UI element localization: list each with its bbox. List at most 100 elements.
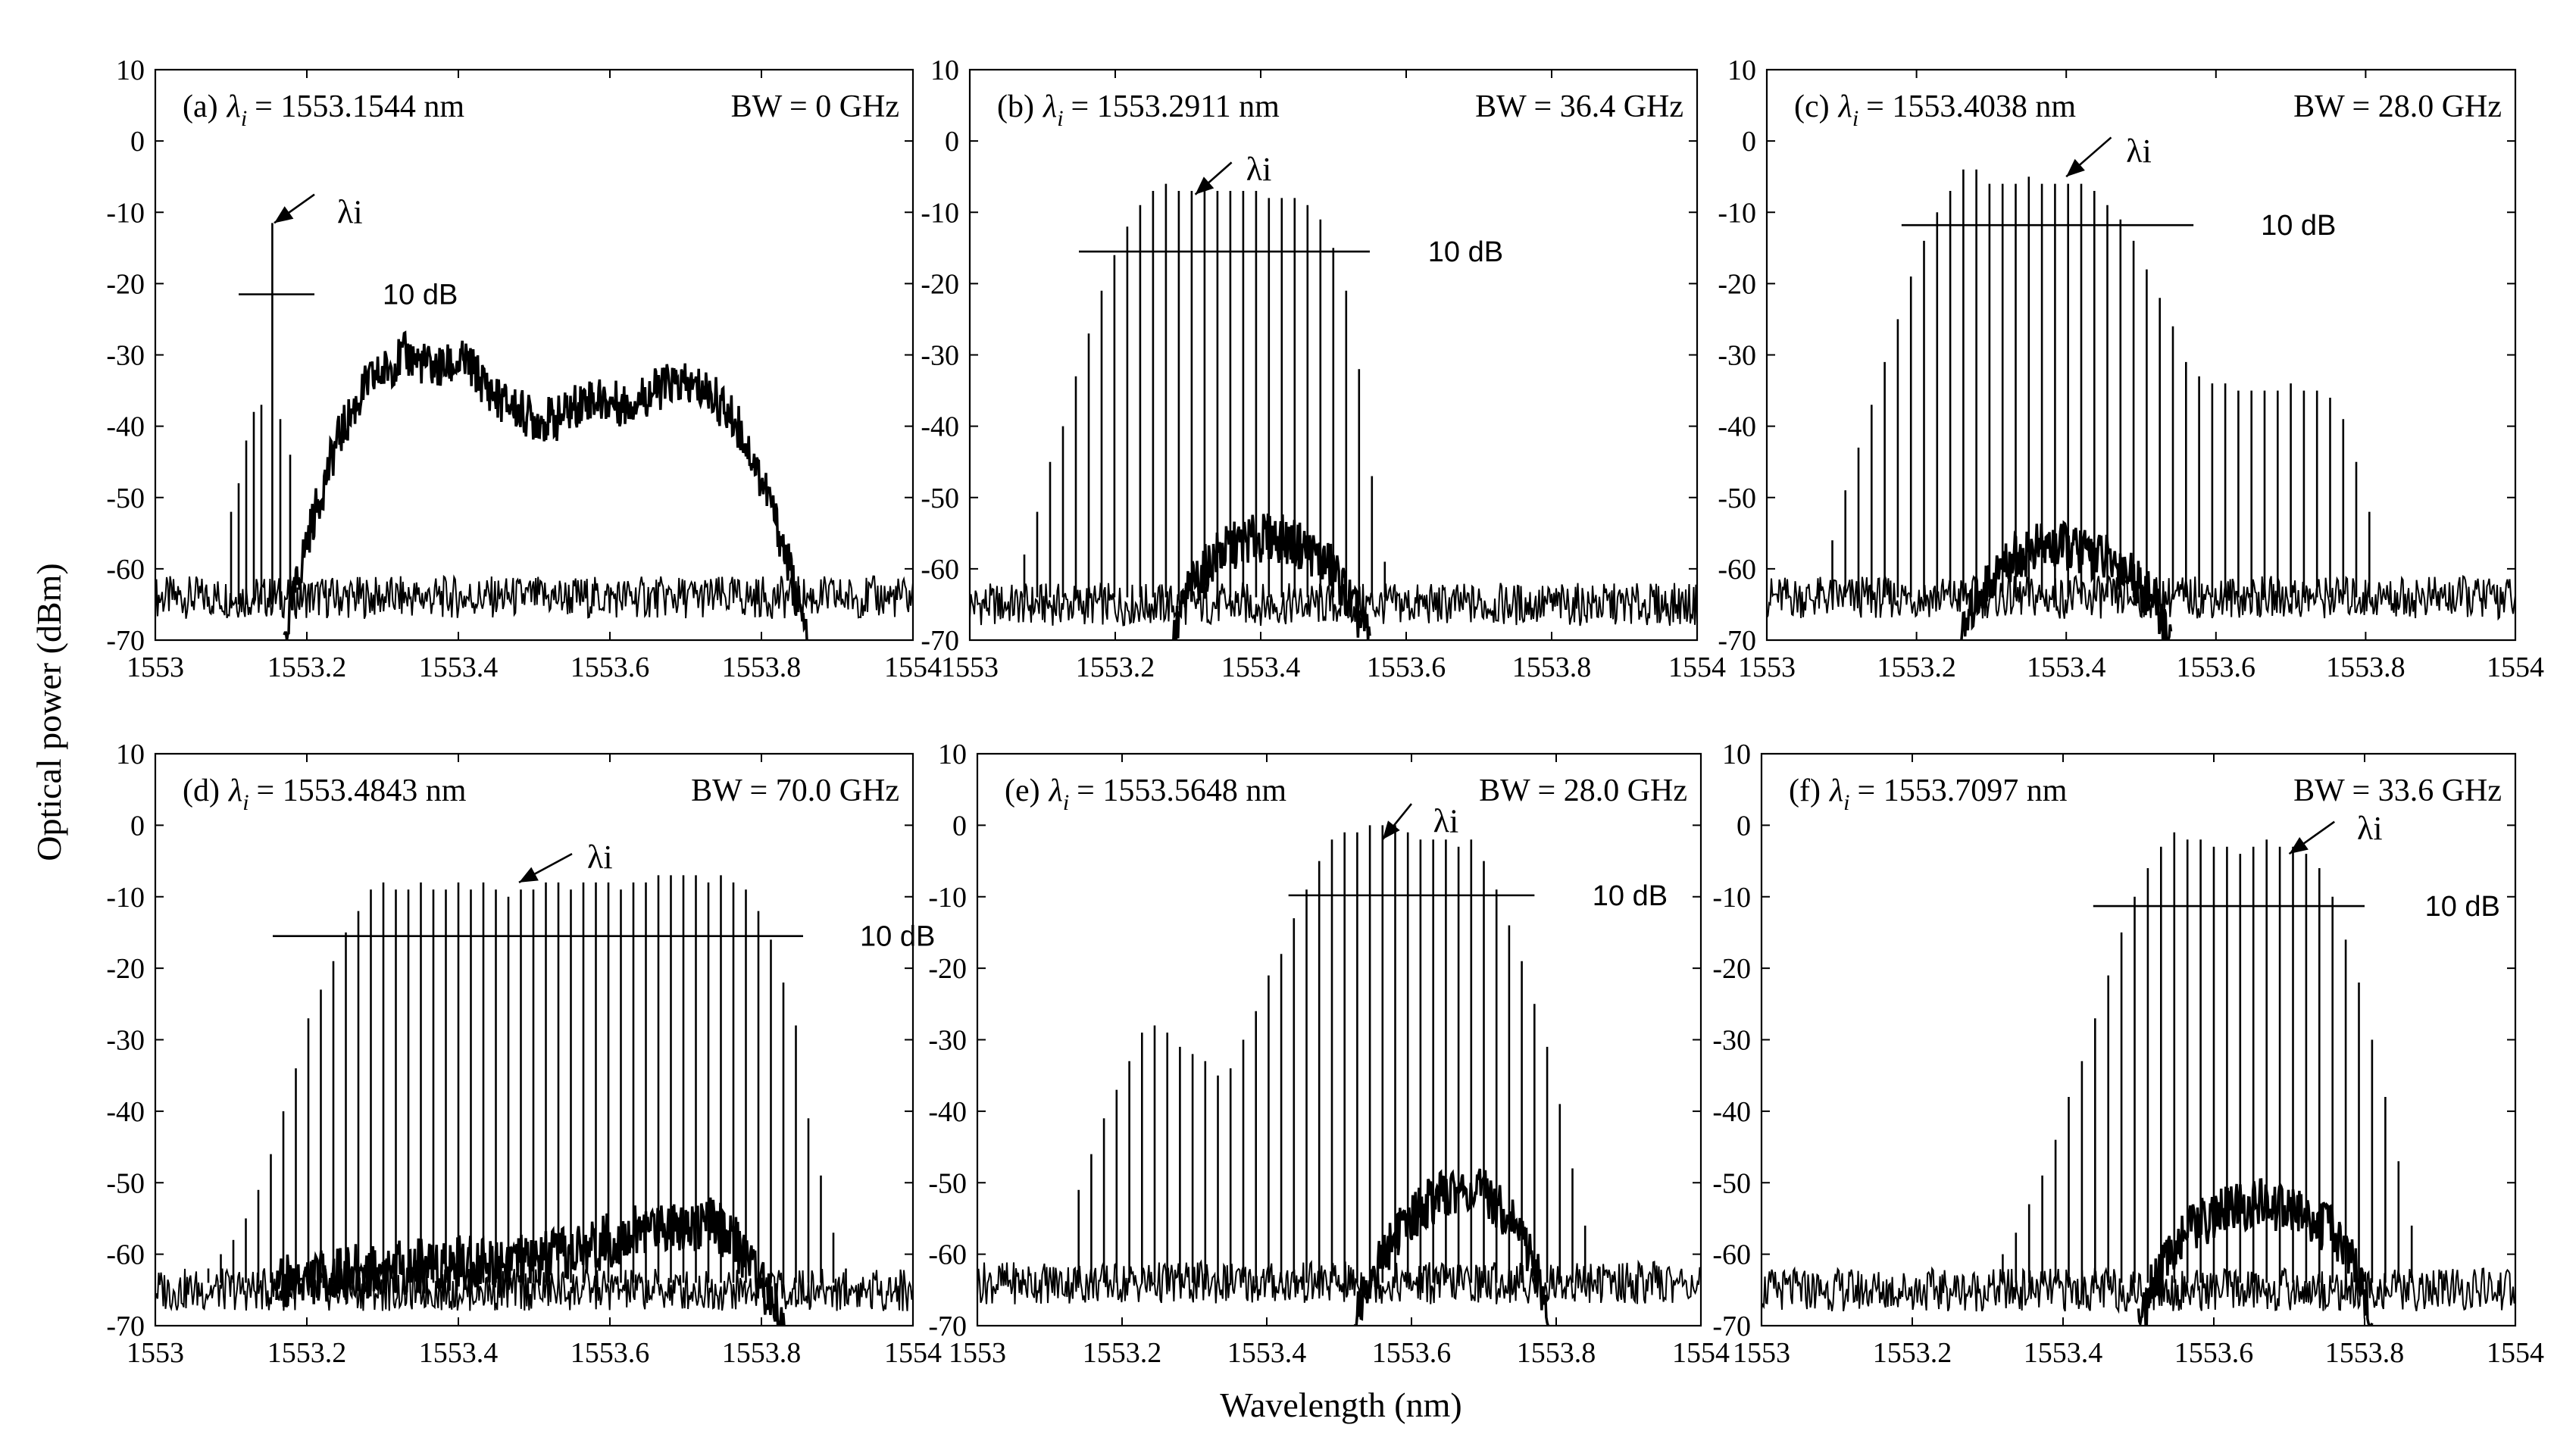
y-tick-label: -20 — [1718, 268, 1756, 300]
x-tick-label: 1553.8 — [1517, 1337, 1596, 1369]
y-tick-label: -50 — [928, 1167, 967, 1199]
y-tick-label: 10 — [116, 739, 145, 770]
panel-title: (d) λi = 1553.4843 nm — [183, 773, 467, 815]
panel-letter: (d) — [183, 773, 220, 808]
lambda-symbol: λ — [1828, 773, 1843, 808]
lambda-symbol: λ — [1042, 89, 1057, 124]
panel-letter: (c) — [1794, 89, 1830, 124]
x-tick-label: 1553.2 — [1076, 651, 1155, 683]
y-tick-label: -10 — [921, 197, 959, 229]
x-tick-label: 1554 — [884, 651, 942, 683]
lambda-subscript: i — [1843, 790, 1849, 815]
lambda-arrow-label: λi — [1433, 803, 1459, 840]
x-tick-label: 1554 — [2487, 651, 2544, 683]
y-tick-label: -30 — [921, 340, 959, 372]
ten-db-label: 10 dB — [383, 279, 458, 311]
y-tick-label: 10 — [1722, 739, 1751, 770]
x-tick-label: 1553.4 — [419, 1337, 499, 1369]
panel-title: (e) λi = 1553.5648 nm — [1005, 773, 1286, 815]
lambda-symbol: λ — [226, 89, 241, 124]
y-tick-label: -20 — [1712, 953, 1751, 985]
ase-spectrum — [275, 1197, 786, 1326]
x-tick-label: 1553 — [127, 1337, 184, 1369]
ten-db-label: 10 dB — [1428, 236, 1503, 268]
y-tick-label: -40 — [106, 411, 145, 443]
y-tick-label: -40 — [1712, 1096, 1751, 1128]
lambda-arrow-label: λi — [1246, 151, 1272, 188]
y-tick-label: -60 — [928, 1239, 967, 1271]
lambda-symbol: λ — [1837, 89, 1852, 124]
y-tick-label: -50 — [106, 483, 145, 514]
y-tick-label: -40 — [106, 1096, 145, 1128]
ten-db-label: 10 dB — [2261, 210, 2336, 242]
ten-db-label: 10 dB — [1593, 880, 1668, 912]
ase-spectrum — [1353, 1168, 1549, 1326]
y-tick-label: -70 — [106, 625, 145, 657]
x-tick-label: 1553.4 — [1227, 1337, 1307, 1369]
x-tick-label: 1553 — [127, 651, 184, 683]
x-tick-label: 1553.6 — [2177, 651, 2256, 683]
y-tick-label: -30 — [106, 340, 145, 372]
x-tick-label: 1553.8 — [2325, 1337, 2405, 1369]
lambda-arrow-head — [519, 867, 539, 883]
x-tick-label: 1554 — [2487, 1337, 2544, 1369]
x-tick-label: 1553.2 — [267, 651, 347, 683]
y-tick-label: -20 — [106, 953, 145, 985]
y-axis-title: Optical power (dBm) — [30, 563, 68, 861]
y-tick-label: -10 — [1712, 882, 1751, 914]
panel-letter: (f) — [1789, 773, 1821, 808]
lambda-arrow-head — [274, 206, 294, 223]
ase-spectrum — [1960, 520, 2173, 640]
y-tick-label: -70 — [106, 1311, 145, 1342]
y-tick-label: -20 — [928, 953, 967, 985]
lambda-subscript: i — [1057, 106, 1063, 131]
x-tick-label: 1553.6 — [1367, 651, 1446, 683]
noise-floor — [1762, 1266, 2515, 1314]
x-tick-label: 1553 — [1738, 651, 1796, 683]
y-tick-label: -40 — [921, 411, 959, 443]
y-tick-label: -70 — [928, 1311, 967, 1342]
y-tick-label: -60 — [1712, 1239, 1751, 1271]
lambda-subscript: i — [1852, 106, 1858, 131]
x-tick-label: 1553.4 — [2027, 651, 2106, 683]
x-tick-label: 1553.8 — [722, 1337, 802, 1369]
y-tick-label: -30 — [1712, 1025, 1751, 1057]
lambda-value: = 1553.4843 nm — [257, 773, 467, 808]
x-tick-label: 1553 — [949, 1337, 1006, 1369]
y-tick-label: -60 — [106, 1239, 145, 1271]
y-tick-label: -50 — [1712, 1167, 1751, 1199]
y-tick-label: 10 — [930, 55, 959, 86]
lambda-arrow-label: λi — [2357, 810, 2383, 847]
noise-floor — [155, 574, 913, 620]
y-tick-label: -40 — [1718, 411, 1756, 443]
y-tick-label: 10 — [116, 55, 145, 86]
x-tick-label: 1553.8 — [1512, 651, 1592, 683]
x-tick-label: 1553.2 — [267, 1337, 347, 1369]
noise-floor — [970, 582, 1697, 626]
x-tick-label: 1553.6 — [571, 651, 650, 683]
bandwidth-label: BW = 28.0 GHz — [1479, 773, 1687, 808]
lambda-arrow-head — [1195, 177, 1214, 195]
x-tick-label: 1553.4 — [419, 651, 499, 683]
lambda-arrow-head — [1382, 820, 1400, 840]
x-tick-label: 1553.6 — [571, 1337, 650, 1369]
x-tick-label: 1553.4 — [1221, 651, 1301, 683]
y-tick-label: 10 — [938, 739, 967, 770]
y-tick-label: -40 — [928, 1096, 967, 1128]
y-tick-label: -10 — [928, 882, 967, 914]
lambda-value: = 1553.5648 nm — [1077, 773, 1286, 808]
lambda-arrow-label: λi — [337, 193, 363, 230]
y-tick-label: 0 — [945, 126, 959, 158]
y-tick-label: -70 — [1712, 1311, 1751, 1342]
x-tick-label: 1553.8 — [722, 651, 802, 683]
y-tick-label: -30 — [928, 1025, 967, 1057]
lambda-value: = 1553.4038 nm — [1866, 89, 2076, 124]
bandwidth-label: BW = 70.0 GHz — [691, 773, 899, 808]
y-tick-label: -10 — [106, 197, 145, 229]
panel-title: (b) λi = 1553.2911 nm — [997, 89, 1280, 131]
